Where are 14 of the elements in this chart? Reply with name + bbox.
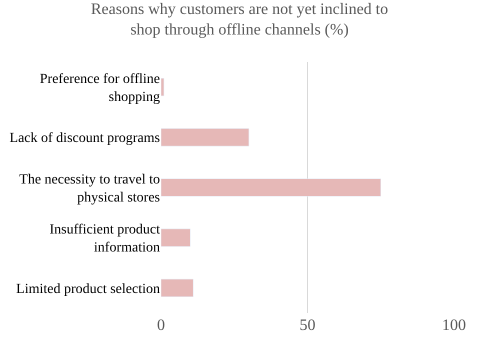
y-tick-label: The necessity to travel to physical stores	[19, 172, 160, 206]
y-tick-label: Insufficient product information	[49, 222, 160, 256]
x-tick-label: 50	[300, 317, 316, 334]
y-tick-label: Lack of discount programs	[10, 131, 160, 146]
bar	[161, 178, 381, 197]
chart-title: Reasons why customers are not yet inclined to shop through offline channels (%)	[90, 0, 388, 39]
x-tick-label: 100	[442, 317, 466, 334]
y-tick-label: Preference for offline shopping	[40, 72, 160, 106]
bar	[161, 128, 250, 146]
bar	[161, 278, 194, 297]
bar	[161, 228, 191, 247]
y-tick-label: Limited product selection	[16, 282, 160, 297]
x-tick-label: 0	[157, 317, 165, 334]
bar	[161, 78, 164, 96]
